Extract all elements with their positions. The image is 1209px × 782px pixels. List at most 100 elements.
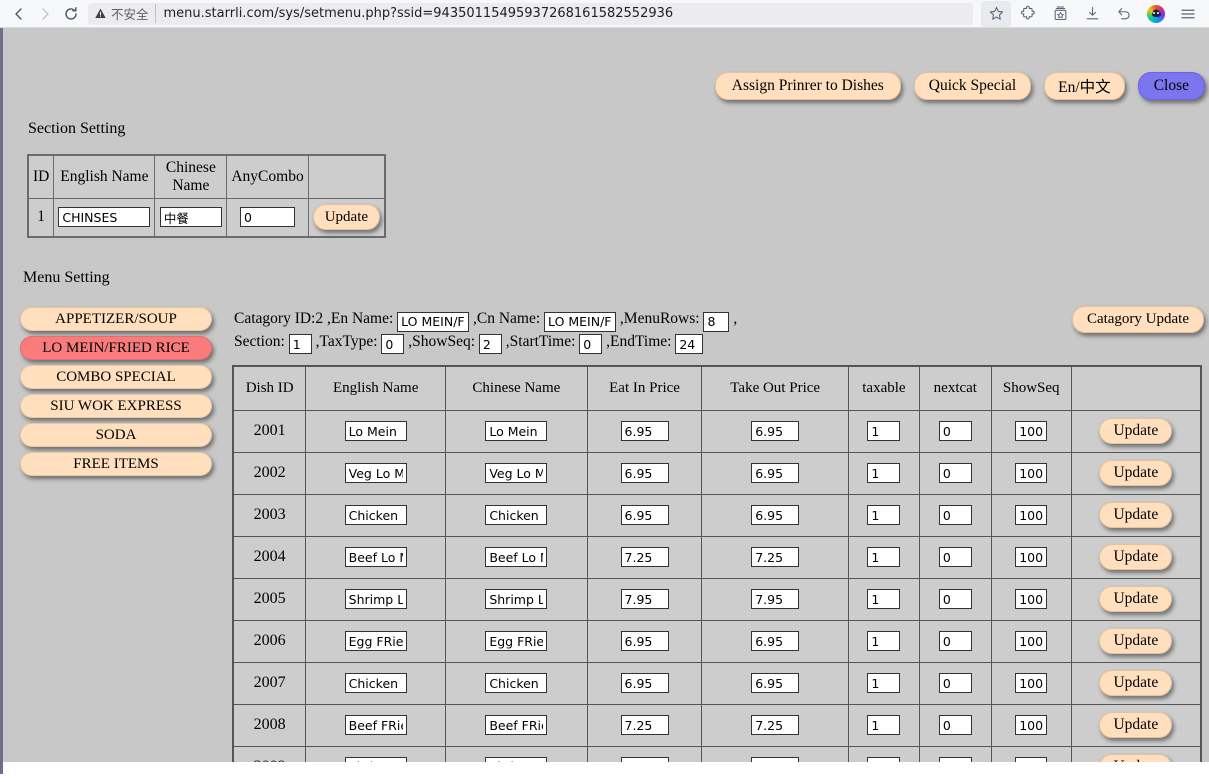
dish-showseq-input[interactable] xyxy=(1015,463,1048,483)
dish-taxable-input[interactable] xyxy=(867,715,901,735)
dish-nextcat-input[interactable] xyxy=(938,463,972,483)
dish-taxable-input[interactable] xyxy=(867,421,901,441)
dish-english-name-input[interactable] xyxy=(344,673,407,693)
dish-taxable-input[interactable] xyxy=(867,463,901,483)
collections-icon[interactable] xyxy=(1045,1,1075,27)
security-warning[interactable]: 不安全 xyxy=(94,4,156,23)
dish-chinese-name-input[interactable] xyxy=(485,505,548,525)
dish-take-out-price-input[interactable] xyxy=(751,463,800,483)
dish-update-button[interactable]: Update xyxy=(1099,712,1173,738)
dish-nextcat-input[interactable] xyxy=(938,589,972,609)
dish-take-out-price-input[interactable] xyxy=(751,715,800,735)
dish-nextcat-input[interactable] xyxy=(938,631,972,651)
address-bar[interactable]: 不安全 menu.starrli.com/sys/setmenu.php?ssi… xyxy=(88,2,973,25)
dish-showseq-input[interactable] xyxy=(1015,589,1048,609)
dish-nextcat-input[interactable] xyxy=(938,715,972,735)
dish-chinese-name-input[interactable] xyxy=(485,589,548,609)
dish-eat-in-price-input[interactable] xyxy=(620,505,669,525)
dish-nextcat-input[interactable] xyxy=(938,421,972,441)
dish-english-name-input[interactable] xyxy=(344,589,407,609)
dish-showseq-input[interactable] xyxy=(1015,673,1048,693)
table-header-row: ID English Name Chinese Name AnyCombo xyxy=(27,154,386,199)
dish-nextcat-input[interactable] xyxy=(938,505,972,525)
dish-eat-in-price-input[interactable] xyxy=(620,631,669,651)
puzzle-extensions-icon[interactable] xyxy=(1013,1,1043,27)
close-button[interactable]: Close xyxy=(1137,72,1205,100)
dish-taxable-input[interactable] xyxy=(867,673,901,693)
section-anycombo-input[interactable] xyxy=(240,207,296,228)
dish-chinese-name-input[interactable] xyxy=(485,421,548,441)
category-item-siu-wok-express[interactable]: SIU WOK EXPRESS xyxy=(20,394,212,418)
dish-take-out-price-input[interactable] xyxy=(751,673,800,693)
dish-english-name-input[interactable] xyxy=(344,421,407,441)
dish-chinese-name-input[interactable] xyxy=(485,463,548,483)
dish-take-out-price-input[interactable] xyxy=(751,631,800,651)
category-item-lo-mein-fried-rice[interactable]: LO MEIN/FRIED RICE xyxy=(20,336,212,360)
dish-take-out-price-input[interactable] xyxy=(751,547,800,567)
dish-eat-in-price-input[interactable] xyxy=(620,547,669,567)
category-english-name-input[interactable] xyxy=(397,311,470,332)
category-chinese-name-input[interactable] xyxy=(544,311,617,332)
dish-chinese-name-input[interactable] xyxy=(485,547,548,567)
table-row: 2004 Update xyxy=(232,535,1202,579)
dish-update-button[interactable]: Update xyxy=(1099,544,1173,570)
dish-showseq-input[interactable] xyxy=(1015,547,1048,567)
quick-special-button[interactable]: Quick Special xyxy=(913,72,1032,100)
dish-english-name-input[interactable] xyxy=(344,631,407,651)
category-update-button[interactable]: Catagory Update xyxy=(1071,306,1204,333)
dish-showseq-input[interactable] xyxy=(1015,421,1048,441)
dish-english-name-input[interactable] xyxy=(344,463,407,483)
dish-showseq-input[interactable] xyxy=(1015,715,1048,735)
dish-english-name-input[interactable] xyxy=(344,547,407,567)
category-showseq-input[interactable] xyxy=(478,334,502,354)
category-taxtype-input[interactable] xyxy=(381,334,405,354)
dish-nextcat-input[interactable] xyxy=(938,673,972,693)
dish-taxable-input[interactable] xyxy=(867,547,901,567)
dish-taxable-input[interactable] xyxy=(867,505,901,525)
dish-showseq-input[interactable] xyxy=(1015,505,1048,525)
profile-avatar-icon[interactable] xyxy=(1141,1,1171,27)
reload-icon[interactable] xyxy=(58,2,84,26)
assign-printer-to-dishes-button[interactable]: Assign Prinrer to Dishes xyxy=(714,72,901,100)
category-starttime-input[interactable] xyxy=(579,334,603,354)
dish-taxable-input[interactable] xyxy=(867,631,901,651)
dish-update-button[interactable]: Update xyxy=(1099,418,1173,444)
section-chinese-name-input[interactable] xyxy=(159,207,222,227)
section-update-button[interactable]: Update xyxy=(312,204,381,231)
back-arrow-icon[interactable] xyxy=(6,2,32,26)
star-bookmark-icon[interactable] xyxy=(981,0,1011,27)
category-menurows-input[interactable] xyxy=(703,311,730,332)
category-item-combo-special[interactable]: COMBO SPECIAL xyxy=(20,365,212,389)
dish-chinese-name-input[interactable] xyxy=(485,715,548,735)
dish-update-button[interactable]: Update xyxy=(1099,502,1173,528)
dish-update-button[interactable]: Update xyxy=(1099,670,1173,696)
dish-eat-in-price-input[interactable] xyxy=(620,463,669,483)
history-undo-icon[interactable] xyxy=(1109,1,1139,27)
download-icon[interactable] xyxy=(1077,1,1107,27)
dish-update-button[interactable]: Update xyxy=(1099,586,1173,612)
dish-english-name-input[interactable] xyxy=(344,505,407,525)
dish-eat-in-price-input[interactable] xyxy=(620,421,669,441)
section-english-name-input[interactable] xyxy=(58,207,151,228)
dish-take-out-price-input[interactable] xyxy=(751,589,800,609)
dish-take-out-price-input[interactable] xyxy=(751,505,800,525)
category-section-input[interactable] xyxy=(288,334,312,354)
category-item-appetizer-soup[interactable]: APPETIZER/SOUP xyxy=(20,307,212,331)
category-item-free-items[interactable]: FREE ITEMS xyxy=(20,452,212,476)
dish-take-out-price-input[interactable] xyxy=(751,421,800,441)
category-item-soda[interactable]: SODA xyxy=(20,423,212,447)
dish-taxable-input[interactable] xyxy=(867,589,901,609)
dish-eat-in-price-input[interactable] xyxy=(620,589,669,609)
dish-nextcat-input[interactable] xyxy=(938,547,972,567)
dish-update-button[interactable]: Update xyxy=(1099,460,1173,486)
dish-eat-in-price-input[interactable] xyxy=(620,715,669,735)
hamburger-menu-icon[interactable] xyxy=(1173,1,1203,27)
dish-update-button[interactable]: Update xyxy=(1099,628,1173,654)
category-endtime-input[interactable] xyxy=(675,334,704,354)
dish-eat-in-price-input[interactable] xyxy=(620,673,669,693)
dish-showseq-input[interactable] xyxy=(1015,631,1048,651)
dish-english-name-input[interactable] xyxy=(344,715,407,735)
dish-chinese-name-input[interactable] xyxy=(485,673,548,693)
dish-chinese-name-input[interactable] xyxy=(485,631,548,651)
language-toggle-button[interactable]: En/中文 xyxy=(1044,72,1125,100)
